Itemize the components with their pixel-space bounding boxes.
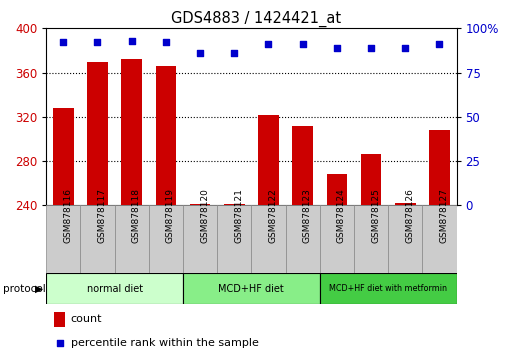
Bar bbox=[429, 130, 450, 205]
Text: percentile rank within the sample: percentile rank within the sample bbox=[71, 338, 259, 348]
Bar bbox=[224, 204, 245, 205]
Point bbox=[162, 40, 170, 45]
Bar bbox=[81, 205, 114, 273]
Point bbox=[59, 40, 67, 45]
Point bbox=[333, 45, 341, 51]
Text: count: count bbox=[71, 314, 102, 325]
Bar bbox=[149, 205, 183, 273]
Text: MCD+HF diet: MCD+HF diet bbox=[219, 284, 284, 293]
Bar bbox=[46, 205, 81, 273]
Text: GSM878117: GSM878117 bbox=[97, 188, 107, 243]
Bar bbox=[327, 174, 347, 205]
Bar bbox=[46, 273, 183, 304]
Bar bbox=[183, 273, 320, 304]
Bar bbox=[422, 205, 457, 273]
Text: GSM878120: GSM878120 bbox=[200, 188, 209, 243]
Point bbox=[128, 38, 136, 44]
Point bbox=[436, 41, 444, 47]
Text: GSM878122: GSM878122 bbox=[268, 188, 278, 243]
Text: GSM878119: GSM878119 bbox=[166, 188, 175, 243]
Text: GSM878116: GSM878116 bbox=[63, 188, 72, 243]
Bar bbox=[320, 205, 354, 273]
Bar bbox=[183, 205, 217, 273]
Bar bbox=[87, 62, 108, 205]
Text: GSM878125: GSM878125 bbox=[371, 188, 380, 243]
Bar bbox=[286, 205, 320, 273]
Text: GSM878123: GSM878123 bbox=[303, 188, 312, 243]
Point bbox=[367, 45, 375, 51]
Text: ▶: ▶ bbox=[35, 284, 43, 293]
Bar bbox=[54, 312, 65, 327]
Bar bbox=[395, 203, 416, 205]
Bar bbox=[388, 205, 422, 273]
Text: normal diet: normal diet bbox=[87, 284, 143, 293]
Text: protocol: protocol bbox=[3, 284, 45, 293]
Bar bbox=[122, 59, 142, 205]
Bar bbox=[155, 66, 176, 205]
Bar bbox=[361, 154, 381, 205]
Bar bbox=[258, 115, 279, 205]
Point bbox=[299, 41, 307, 47]
Bar bbox=[217, 205, 251, 273]
Point bbox=[230, 50, 239, 56]
Point bbox=[264, 41, 272, 47]
Bar bbox=[190, 204, 210, 205]
Text: GSM878118: GSM878118 bbox=[132, 188, 141, 243]
Point bbox=[401, 45, 409, 51]
Point bbox=[93, 40, 102, 45]
Text: GSM878127: GSM878127 bbox=[440, 188, 448, 243]
Bar bbox=[251, 205, 286, 273]
Bar bbox=[292, 126, 313, 205]
Text: MCD+HF diet with metformin: MCD+HF diet with metformin bbox=[329, 284, 447, 293]
Text: GDS4883 / 1424421_at: GDS4883 / 1424421_at bbox=[171, 11, 342, 27]
Text: GSM878126: GSM878126 bbox=[405, 188, 415, 243]
Text: GSM878121: GSM878121 bbox=[234, 188, 243, 243]
Bar bbox=[53, 108, 73, 205]
Point bbox=[55, 340, 64, 346]
Bar bbox=[320, 273, 457, 304]
Bar bbox=[354, 205, 388, 273]
Text: GSM878124: GSM878124 bbox=[337, 188, 346, 243]
Point bbox=[196, 50, 204, 56]
Bar bbox=[114, 205, 149, 273]
